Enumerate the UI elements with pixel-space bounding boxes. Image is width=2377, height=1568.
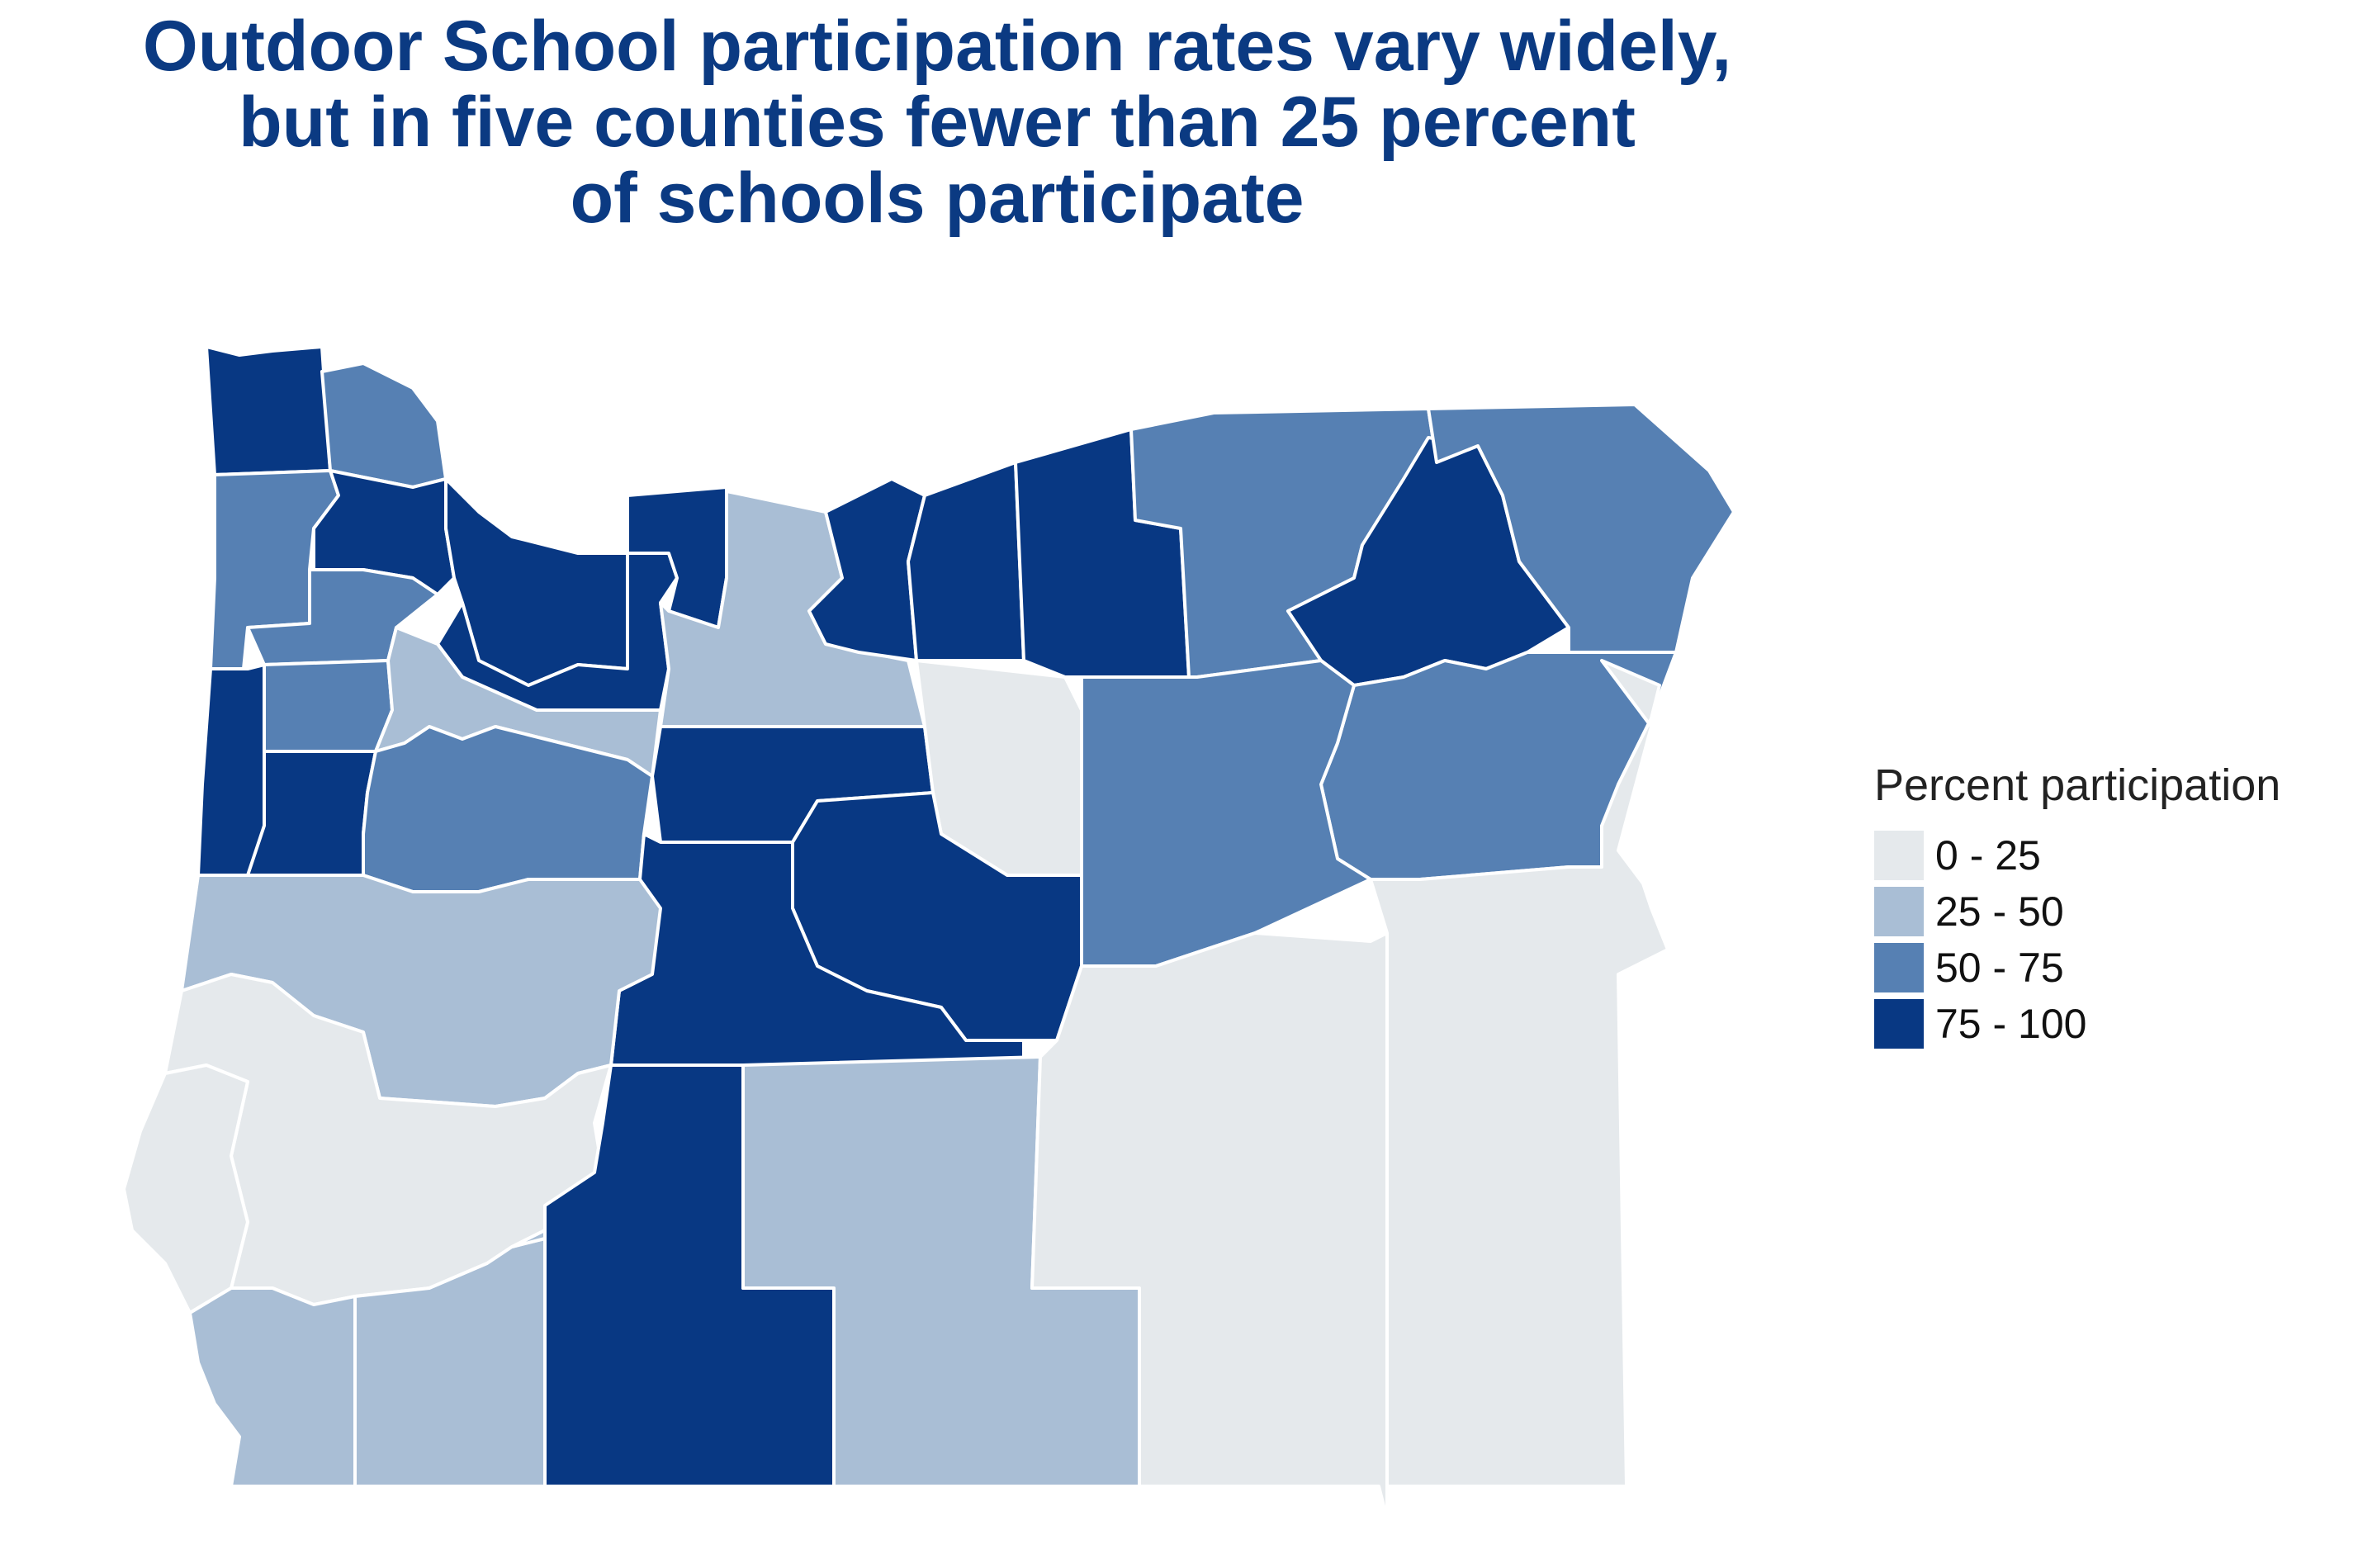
- legend-title: Percent participation: [1874, 760, 2281, 810]
- legend-item-50-75: 50 - 75: [1874, 940, 2280, 996]
- county-columbia: [320, 362, 447, 489]
- county-sherman: [807, 477, 926, 662]
- legend-label: 25 - 50: [1935, 888, 2064, 935]
- county-lincoln: [197, 663, 266, 877]
- county-linn: [362, 725, 654, 893]
- legend-item-25-50: 25 - 50: [1874, 883, 2280, 940]
- county-polk: [263, 659, 394, 753]
- legend-swatch: [1874, 887, 1924, 936]
- chart-title: Outdoor School participation rates vary …: [0, 8, 1874, 236]
- county-benton: [246, 750, 377, 877]
- county-gilliam: [907, 461, 1025, 662]
- legend-label: 0 - 25: [1935, 832, 2041, 879]
- county-coos: [122, 1063, 249, 1315]
- title-line-1: Outdoor School participation rates vary …: [142, 7, 1732, 86]
- legend-swatch: [1874, 831, 1924, 880]
- legend-label: 75 - 100: [1935, 1001, 2087, 1047]
- title-line-2: but in five counties fewer than 25 perce…: [239, 83, 1636, 162]
- legend: Percent participation 0 - 25 25 - 50 50 …: [1874, 760, 2280, 1052]
- legend-label: 50 - 75: [1935, 945, 2064, 991]
- legend-item-75-100: 75 - 100: [1874, 996, 2280, 1052]
- county-wallowa: [1427, 403, 1735, 654]
- legend-swatch: [1874, 999, 1924, 1049]
- legend-item-0-25: 0 - 25: [1874, 827, 2280, 883]
- title-line-3: of schools participate: [570, 159, 1305, 238]
- legend-swatch: [1874, 943, 1924, 992]
- county-clatsop: [205, 345, 332, 476]
- county-malheur: [1369, 659, 1669, 1488]
- county-grant: [1080, 659, 1372, 968]
- county-curry: [188, 1286, 357, 1488]
